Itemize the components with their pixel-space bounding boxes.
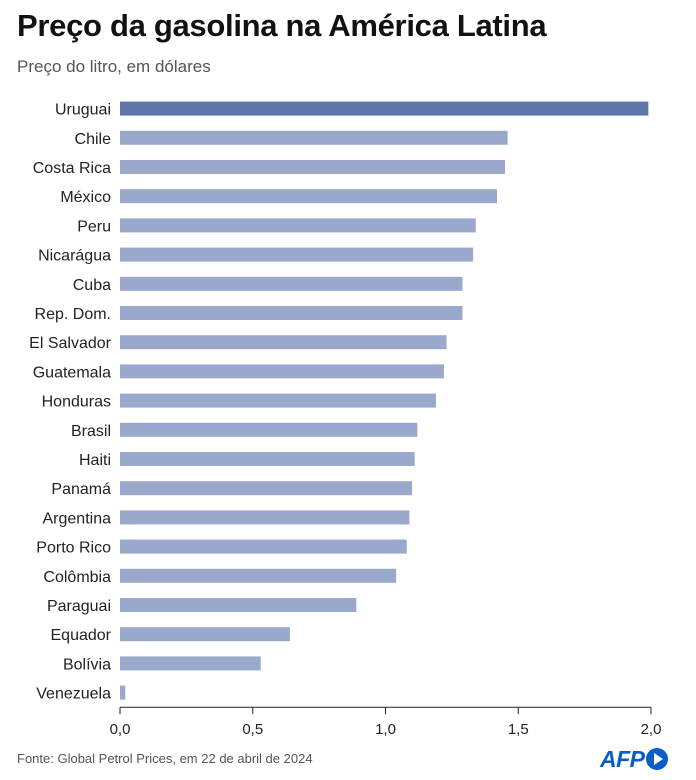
category-label-9: Guatemala bbox=[33, 364, 111, 381]
category-label-7: Rep. Dom. bbox=[35, 306, 111, 323]
x-tick-label-4: 2,0 bbox=[641, 721, 662, 738]
category-label-8: El Salvador bbox=[29, 335, 111, 352]
bar-6 bbox=[120, 276, 463, 291]
bar-16 bbox=[120, 568, 397, 583]
bar-12 bbox=[120, 452, 415, 466]
bar-4 bbox=[120, 218, 476, 233]
afp-logo-text: AFP bbox=[600, 745, 645, 772]
bar-5 bbox=[120, 247, 474, 262]
source-note: Fonte: Global Petrol Prices, em 22 de ab… bbox=[17, 751, 313, 766]
afp-logo: AFP bbox=[600, 743, 668, 775]
category-label-12: Haiti bbox=[79, 452, 111, 469]
chart-title: Preço da gasolina na América Latina bbox=[17, 8, 547, 43]
x-tick-label-1: 0,5 bbox=[242, 721, 263, 738]
category-label-18: Equador bbox=[51, 627, 112, 644]
category-label-10: Honduras bbox=[42, 394, 111, 411]
bar-1 bbox=[120, 130, 508, 145]
bar-8 bbox=[120, 335, 447, 350]
category-label-19: Bolívia bbox=[63, 656, 111, 673]
bar-18 bbox=[120, 627, 290, 642]
category-label-3: México bbox=[60, 189, 111, 206]
category-label-17: Paraguai bbox=[47, 598, 111, 615]
category-label-15: Porto Rico bbox=[36, 540, 111, 557]
bar-15 bbox=[120, 539, 407, 554]
category-label-11: Brasil bbox=[71, 423, 111, 440]
bar-0 bbox=[120, 101, 649, 116]
x-tick-label-2: 1,0 bbox=[375, 721, 396, 738]
category-label-1: Chile bbox=[75, 131, 112, 148]
category-label-20: Venezuela bbox=[36, 686, 111, 703]
chart-subtitle: Preço do litro, em dólares bbox=[17, 57, 211, 76]
x-tick-label-0: 0,0 bbox=[110, 721, 131, 738]
category-label-2: Costa Rica bbox=[33, 160, 111, 177]
bar-17 bbox=[120, 598, 357, 612]
bar-19 bbox=[120, 656, 261, 671]
bar-3 bbox=[120, 189, 498, 204]
category-label-13: Panamá bbox=[51, 481, 111, 498]
category-label-4: Peru bbox=[77, 218, 111, 235]
bar-10 bbox=[120, 393, 436, 408]
bar-13 bbox=[120, 481, 413, 496]
bar-14 bbox=[120, 510, 410, 525]
bar-20 bbox=[120, 685, 126, 700]
afp-logo-mark-icon bbox=[645, 748, 668, 770]
bar-2 bbox=[120, 160, 505, 174]
category-label-14: Argentina bbox=[43, 510, 112, 527]
x-tick-label-3: 1,5 bbox=[508, 721, 529, 738]
category-label-5: Nicarágua bbox=[38, 248, 111, 265]
bar-9 bbox=[120, 364, 444, 379]
category-label-0: Uruguai bbox=[55, 102, 111, 119]
bar-7 bbox=[120, 306, 463, 320]
bar-11 bbox=[120, 422, 418, 437]
category-label-16: Colômbia bbox=[43, 569, 111, 586]
category-label-6: Cuba bbox=[73, 277, 111, 294]
